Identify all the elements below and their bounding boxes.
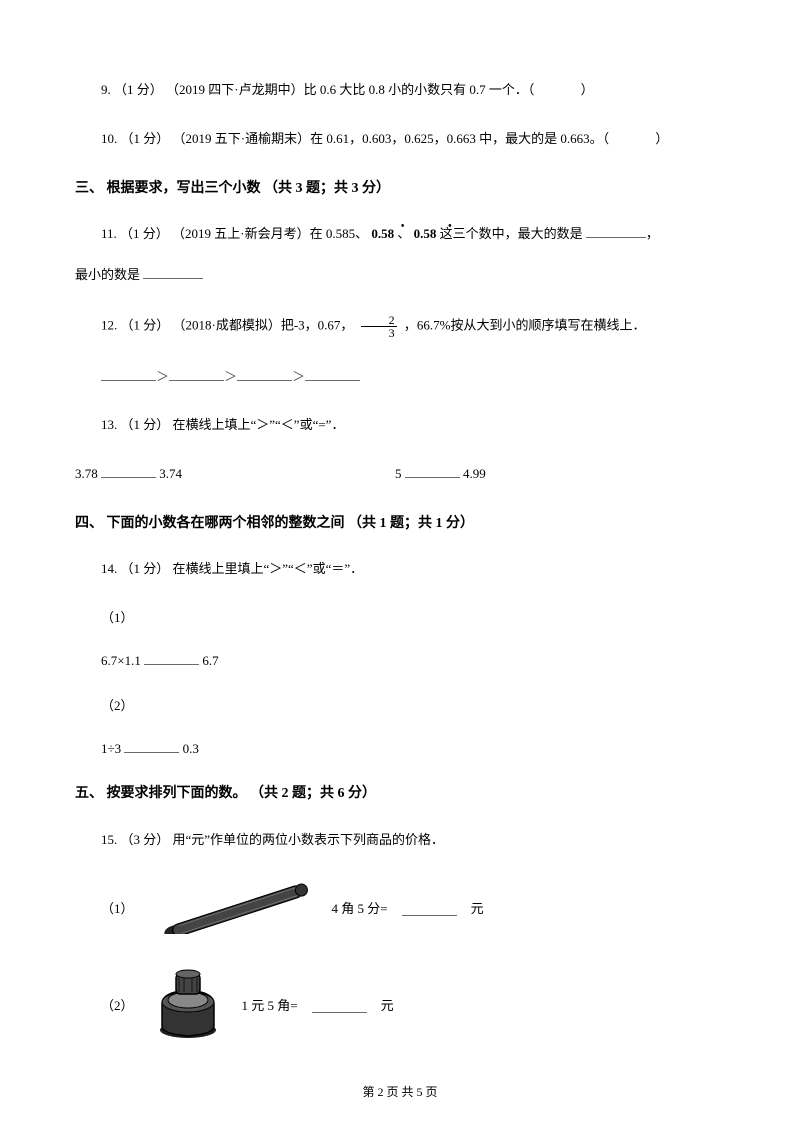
q13-left-a: 3.78	[75, 466, 98, 481]
q15-sub1: （1） 4 角 5 分= 元	[101, 879, 725, 941]
q15-sub2: （2） 1 元 5 角= 元	[101, 964, 725, 1049]
q12-gt2: ＞	[224, 369, 237, 384]
page-footer: 第 2 页 共 5 页	[0, 1083, 800, 1102]
question-13-header: 13. （1 分） 在横线上填上“＞”“＜”或“=”．	[75, 415, 725, 436]
question-11-line2: 最小的数是	[75, 265, 725, 286]
q14-sub1: 6.7×1.1 6.7	[101, 651, 725, 672]
q14-sub1-b: 6.7	[202, 653, 218, 668]
q13-left: 3.78 3.74	[75, 464, 395, 485]
q12-blank4[interactable]	[305, 368, 360, 381]
q15-sub1-text: 4 角 5 分=	[332, 899, 388, 920]
q12-gt3: ＞	[292, 369, 305, 384]
q12-frac-num: 2	[361, 314, 397, 327]
q14-sub2-label: （2）	[101, 696, 725, 717]
q15-sub1-unit: 元	[471, 899, 484, 920]
q12-frac-den: 3	[361, 327, 397, 339]
question-14-header: 14. （1 分） 在横线上里填上“＞”“＜”或“＝”．	[75, 559, 725, 580]
q14-sub2-b: 0.3	[183, 741, 199, 756]
q11-part2: 这三个数中，最大的数是	[440, 226, 583, 241]
q13-right-b: 4.99	[463, 466, 486, 481]
q14-sub1-blank[interactable]	[144, 652, 199, 665]
q11-part1: 11. （1 分） （2019 五上·新会月考）在 0.585、	[101, 226, 368, 241]
q13-right-blank[interactable]	[405, 465, 460, 478]
q11-line2-prefix: 最小的数是	[75, 267, 140, 282]
q9-text: 9. （1 分） （2019 四下·卢龙期中）比 0.6 大比 0.8 小的小数…	[101, 82, 534, 97]
section-4-heading: 四、 下面的小数各在哪两个相邻的整数之间 （共 1 题；共 1 分）	[75, 513, 725, 535]
q12-gt1: ＞	[156, 369, 169, 384]
page-content: 9. （1 分） （2019 四下·卢龙期中）比 0.6 大比 0.8 小的小数…	[0, 0, 800, 1113]
question-13-row: 3.78 3.74 5 4.99	[75, 464, 725, 485]
question-15-header: 15. （3 分） 用“元”作单位的两位小数表示下列商品的价格．	[75, 830, 725, 851]
q11-num3: •0.58	[414, 226, 437, 241]
q15-sub1-blank[interactable]	[402, 903, 457, 916]
question-11: 11. （1 分） （2019 五上·新会月考）在 0.585、 0.58 、 …	[75, 224, 725, 245]
q14-sub1-a: 6.7×1.1	[101, 653, 141, 668]
q14-sub2: 1÷3 0.3	[101, 739, 725, 760]
q15-sub2-label: （2）	[101, 996, 134, 1017]
q15-sub2-text: 1 元 5 角=	[242, 996, 298, 1017]
q9-blank-paren	[538, 80, 581, 101]
pen-icon	[148, 879, 318, 941]
q12-blank2[interactable]	[169, 368, 224, 381]
q11-comma: ，	[646, 226, 659, 241]
q15-sub1-label: （1）	[101, 899, 134, 920]
q13-right-a: 5	[395, 466, 402, 481]
q14-sub2-blank[interactable]	[124, 740, 179, 753]
question-9: 9. （1 分） （2019 四下·卢龙期中）比 0.6 大比 0.8 小的小数…	[75, 80, 725, 101]
q14-sub1-label: （1）	[101, 608, 725, 629]
ink-bottle-icon	[148, 964, 228, 1049]
q15-sub2-unit: 元	[381, 996, 394, 1017]
section-3-heading: 三、 根据要求，写出三个小数 （共 3 题；共 3 分）	[75, 178, 725, 200]
q13-left-blank[interactable]	[101, 465, 156, 478]
q12-blank1[interactable]	[101, 368, 156, 381]
q11-num2: 0.58	[371, 226, 394, 241]
question-12-blanks: ＞ ＞ ＞	[75, 367, 725, 388]
q12-blank3[interactable]	[237, 368, 292, 381]
q14-sub2-a: 1÷3	[101, 741, 121, 756]
q13-right: 5 4.99	[395, 464, 486, 485]
section-5-heading: 五、 按要求排列下面的数。 （共 2 题；共 6 分）	[75, 783, 725, 805]
q9-paren-close: ）	[581, 82, 594, 97]
q11-blank1[interactable]	[586, 225, 646, 238]
q15-sub2-blank[interactable]	[312, 1000, 367, 1013]
q12-part2: ，66.7%按从大到小的顺序填写在横线上．	[404, 317, 646, 332]
q12-fraction: 2 3	[361, 314, 397, 339]
q13-left-b: 3.74	[159, 466, 182, 481]
q10-text: 10. （1 分） （2019 五下·通榆期末）在 0.61，0.603，0.6…	[101, 131, 609, 146]
q11-blank2[interactable]	[143, 266, 203, 279]
q10-paren-close: ）	[655, 131, 668, 146]
question-10: 10. （1 分） （2019 五下·通榆期末）在 0.61，0.603，0.6…	[75, 129, 725, 150]
question-12: 12. （1 分） （2018·成都模拟）把-3，0.67， 2 3 ，66.7…	[75, 314, 725, 339]
q10-blank-paren	[612, 129, 655, 150]
q12-part1: 12. （1 分） （2018·成都模拟）把-3，0.67，	[101, 317, 353, 332]
